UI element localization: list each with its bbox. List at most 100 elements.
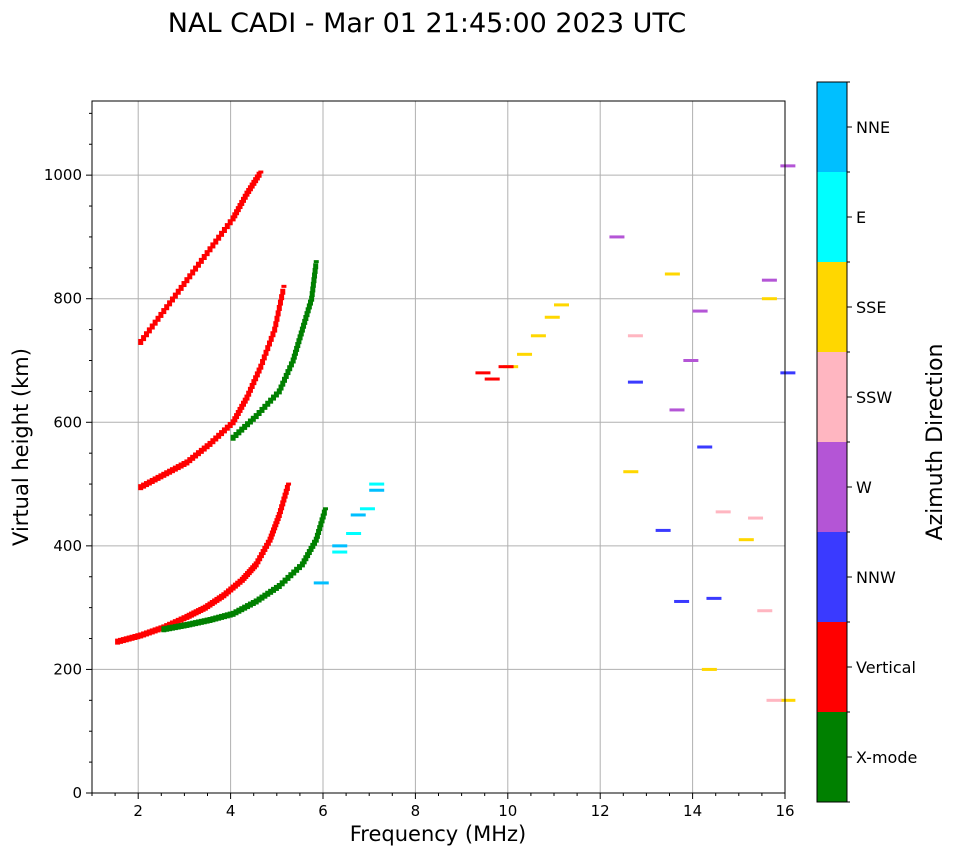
echo-point bbox=[256, 367, 262, 374]
echo-point bbox=[286, 482, 292, 486]
echo-point bbox=[240, 196, 246, 203]
echo-point bbox=[164, 625, 170, 632]
echo-point bbox=[161, 308, 167, 315]
echo-point bbox=[167, 300, 173, 307]
echo-point bbox=[264, 542, 270, 549]
echo-point bbox=[257, 555, 263, 562]
echo-point bbox=[261, 354, 267, 361]
echo-point bbox=[224, 424, 230, 431]
echo-point bbox=[138, 338, 144, 345]
echo-point bbox=[249, 382, 255, 389]
echo-point bbox=[135, 633, 141, 640]
echo-point bbox=[260, 359, 266, 366]
echo-point bbox=[748, 516, 764, 520]
echo-point bbox=[320, 513, 326, 520]
colorbar-title: Azimuth Direction bbox=[923, 343, 948, 540]
echo-point bbox=[235, 206, 241, 213]
echo-point bbox=[161, 471, 167, 478]
echo-point bbox=[232, 212, 238, 219]
echo-point bbox=[316, 528, 322, 535]
echo-point bbox=[246, 390, 252, 397]
echo-point bbox=[313, 536, 319, 543]
echo-point bbox=[359, 507, 375, 511]
echo-point bbox=[313, 581, 329, 585]
echo-point bbox=[237, 203, 243, 210]
echo-point bbox=[247, 418, 253, 425]
echo-point bbox=[239, 403, 245, 410]
echo-point bbox=[219, 613, 225, 620]
echo-point bbox=[309, 295, 315, 302]
echo-point bbox=[288, 361, 294, 368]
echo-point bbox=[149, 628, 155, 635]
trace-third-hop-o-mode bbox=[138, 170, 264, 345]
echo-point bbox=[267, 536, 273, 543]
y-tick-label: 800 bbox=[53, 290, 82, 308]
echo-point bbox=[627, 334, 643, 338]
echo-point bbox=[236, 607, 242, 614]
echo-point bbox=[216, 432, 222, 439]
echo-point bbox=[172, 624, 178, 631]
echo-point bbox=[307, 299, 313, 306]
echo-point bbox=[138, 484, 144, 491]
echo-point bbox=[219, 430, 225, 437]
echo-point bbox=[256, 410, 262, 417]
echo-point bbox=[766, 698, 782, 702]
chart-title: NAL CADI - Mar 01 21:45:00 2023 UTC bbox=[168, 8, 686, 39]
echo-point bbox=[317, 525, 323, 532]
echo-point bbox=[332, 550, 348, 554]
echo-point bbox=[780, 371, 796, 375]
echo-point bbox=[117, 637, 123, 644]
trace-x-mode-f-layer bbox=[161, 507, 328, 633]
colorbar-label-x-mode: X-mode bbox=[856, 748, 917, 767]
trace-oblique-nne-returns bbox=[313, 488, 385, 585]
echo-point bbox=[301, 558, 307, 565]
echo-point bbox=[265, 590, 271, 597]
echo-point bbox=[369, 482, 385, 486]
colorbar-segment-sse bbox=[817, 262, 847, 352]
echo-point bbox=[262, 403, 268, 410]
colorbar-segment-e bbox=[817, 172, 847, 262]
echo-point bbox=[296, 338, 302, 345]
echo-point bbox=[253, 375, 259, 382]
echo-point bbox=[706, 596, 722, 600]
echo-point bbox=[244, 394, 250, 401]
echo-point bbox=[164, 470, 170, 477]
echo-point bbox=[213, 238, 219, 245]
x-tick-label: 10 bbox=[498, 802, 517, 820]
echo-point bbox=[309, 291, 315, 298]
echo-point bbox=[260, 549, 266, 556]
echo-point bbox=[311, 277, 317, 284]
echo-point bbox=[195, 619, 201, 626]
echo-point bbox=[256, 596, 262, 603]
echo-point bbox=[274, 315, 280, 322]
echo-point bbox=[272, 524, 278, 531]
echo-point bbox=[204, 617, 210, 624]
trace-scattered-nnw-echoes bbox=[627, 371, 796, 603]
echo-point bbox=[655, 528, 671, 532]
echo-point bbox=[221, 226, 227, 233]
echo-point bbox=[310, 281, 316, 288]
echo-point bbox=[149, 323, 155, 330]
echo-point bbox=[276, 304, 282, 311]
echo-point bbox=[265, 539, 271, 546]
echo-point bbox=[175, 464, 181, 471]
echo-point bbox=[323, 507, 328, 511]
colorbar-segment-ssw bbox=[817, 352, 847, 442]
echo-point bbox=[169, 620, 175, 627]
echo-point bbox=[271, 586, 277, 593]
echo-point bbox=[253, 561, 259, 568]
echo-point bbox=[265, 400, 271, 407]
x-tick-label: 4 bbox=[226, 802, 236, 820]
echo-point bbox=[169, 296, 175, 303]
echo-point bbox=[167, 621, 173, 628]
x-tick-label: 8 bbox=[411, 802, 421, 820]
echo-point bbox=[304, 311, 310, 318]
echo-point bbox=[273, 584, 279, 591]
echo-point bbox=[306, 549, 312, 556]
echo-point bbox=[279, 504, 285, 511]
echo-point bbox=[312, 539, 318, 546]
colorbar-segment-x-mode bbox=[817, 712, 847, 802]
echo-point bbox=[210, 242, 216, 249]
echo-point bbox=[280, 500, 286, 507]
echo-point bbox=[169, 467, 175, 474]
